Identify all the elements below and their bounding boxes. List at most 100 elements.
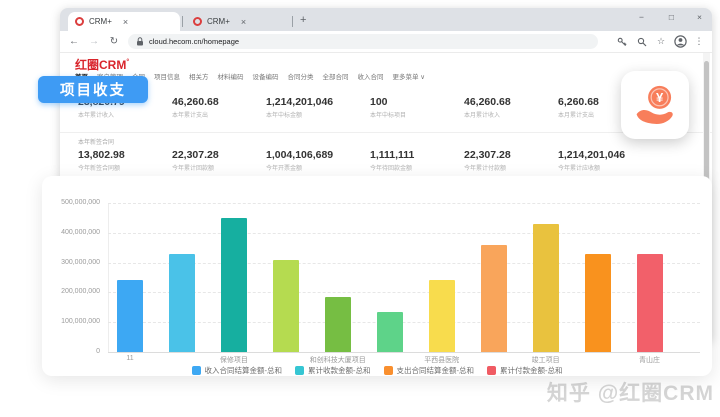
bar-2[interactable] (168, 253, 195, 352)
x-tick-label: 平西县医院 (424, 357, 460, 364)
tab-close-icon[interactable]: × (122, 16, 129, 27)
legend-label: 收入合同结算金额-总和 (204, 366, 283, 375)
gridline (108, 262, 700, 264)
nav-item-10[interactable]: 收入合同 (357, 74, 384, 81)
tab-label: CRM+ (207, 17, 230, 26)
metric-value: 46,260.68 (464, 96, 511, 108)
reload-button[interactable]: ↻ (109, 36, 119, 47)
hand-coin-card: ¥ (621, 71, 689, 139)
metric-label: 今年待回款金额 (370, 166, 413, 172)
nav-item-7[interactable]: 设备编码 (252, 74, 279, 81)
x-tick-label: 竣工项目 (531, 357, 560, 364)
zoom-icon[interactable] (632, 37, 652, 47)
minimize-button[interactable]: − (639, 12, 644, 22)
close-button[interactable]: × (697, 12, 702, 22)
metric-value: 13,802.98 (78, 149, 125, 161)
row2-metric-3: 1,004,106,689 今年开票金额 (266, 149, 370, 172)
gridline (108, 322, 700, 324)
nav-item-6[interactable]: 材料编码 (217, 74, 244, 81)
legend-swatch (487, 366, 496, 375)
y-tick-label: 500,000,000 (61, 199, 100, 206)
row2-metric-6: 1,214,201,046 今年累计应收额 (558, 149, 652, 172)
y-tick-label: 100,000,000 (61, 318, 100, 326)
metric-value: 22,307.28 (464, 149, 511, 161)
y-tick-label: 300,000,000 (61, 258, 100, 266)
legend-swatch (191, 366, 201, 375)
watermark: 知乎 @红圈CRM (546, 382, 714, 405)
metric-label: 本月累计收入 (464, 113, 501, 119)
row1-metric-3: 1,214,201,046 本年中标金额 (266, 96, 370, 119)
section-title: 本年新签合同 (78, 140, 115, 146)
metric-value: 1,004,106,689 (266, 149, 334, 161)
maximize-button[interactable]: □ (668, 12, 674, 22)
metric-value: 46,260.68 (172, 96, 219, 108)
nav-item-11[interactable]: 更多菜单 ∨ (392, 74, 426, 81)
bar-7[interactable] (428, 280, 455, 352)
tab-close-icon[interactable]: × (240, 16, 247, 27)
bar-8[interactable] (480, 244, 507, 352)
nav-item-9[interactable]: 全部合同 (322, 74, 349, 81)
metric-label: 本年累计收入 (78, 113, 115, 119)
metric-value: 22,307.28 (172, 149, 219, 161)
metrics-row-2: 13,802.98 今年新签合同额 22,307.28 今年累计回款额 1,004,10… (78, 149, 652, 172)
tab-label: CRM+ (89, 17, 112, 26)
metric-value: 1,214,201,046 (558, 149, 626, 161)
metrics-row-1: 23,820.79本年累计收入46,260.68本年累计支出1,214,201,… (78, 96, 652, 119)
x-tick-label: 和创科技大厦项目 (309, 357, 366, 364)
gridline (108, 352, 700, 353)
legend-item-2[interactable]: 累计收款金额-总和 (295, 365, 371, 376)
feature-badge: 项目收支 (38, 76, 148, 103)
metric-label: 今年开票金额 (266, 166, 303, 172)
legend-label: 累计收款金额-总和 (308, 366, 371, 375)
metric-label: 今年新签合同额 (78, 166, 121, 172)
row2-metric-2: 22,307.28 今年累计回款额 (172, 149, 266, 172)
gridline (108, 203, 700, 204)
tab-separator (182, 16, 183, 27)
bar-10[interactable] (584, 253, 611, 352)
bar-5[interactable] (324, 296, 351, 352)
menu-icon[interactable]: ⋮ (694, 36, 704, 46)
bar-11[interactable] (636, 253, 663, 352)
row2-metric-1: 13,802.98 今年新签合同额 (78, 149, 172, 172)
nav-item-4[interactable]: 项目信息 (154, 74, 180, 81)
key-icon[interactable] (612, 37, 632, 47)
y-tick-label: 200,000,000 (61, 288, 100, 296)
browser-tab-2[interactable]: CRM+ × (186, 12, 290, 31)
new-tab-button[interactable]: + (300, 14, 307, 26)
metric-label: 本年中标金额 (266, 113, 303, 119)
nav-item-5[interactable]: 相关方 (189, 74, 209, 81)
bar-4[interactable] (272, 259, 299, 352)
x-tick-label: 青山庄 (639, 357, 660, 364)
row2-metric-4: 1,111,111 今年待回款金额 (370, 149, 464, 172)
crm-favicon-icon (75, 17, 84, 26)
metric-label: 今年累计付款额 (464, 166, 507, 172)
crm-logo: 红圈CRM° (75, 58, 130, 72)
bar-1[interactable] (117, 280, 143, 352)
profile-icon[interactable] (670, 35, 690, 48)
nav-item-8[interactable]: 合同分类 (287, 74, 314, 81)
y-tick-label: 0 (96, 348, 100, 355)
legend-label: 累计付款金额-总和 (500, 366, 563, 375)
metric-value: 100 (370, 96, 388, 108)
legend-item-4[interactable]: 累计付款金额-总和 (487, 365, 563, 376)
bar-6[interactable] (376, 311, 403, 352)
bar-9[interactable] (532, 223, 559, 352)
star-icon[interactable]: ☆ (656, 36, 666, 46)
metric-label: 本月累计支出 (558, 113, 595, 119)
legend-item-3[interactable]: 支出合同结算金额-总和 (383, 365, 474, 376)
x-tick-label: 保修项目 (219, 357, 248, 364)
back-button[interactable]: ← (69, 36, 79, 47)
bar-chart-card: 500,000,000 400,000,000 300,000,000 200,000… (42, 176, 712, 376)
browser-tab-1[interactable]: CRM+ × (68, 12, 180, 31)
chart-legend: 收入合同结算金额-总和 累计收款金额-总和 支出合同结算金额-总和 累计付款金额-总和 (42, 365, 712, 376)
divider (60, 132, 712, 133)
y-axis-line (108, 203, 109, 352)
url-field[interactable]: cloud.hecom.cn/homepage (128, 34, 598, 49)
row2-metric-5: 22,307.28 今年累计付款额 (464, 149, 558, 172)
url-text: cloud.hecom.cn/homepage (149, 37, 240, 46)
metric-value: 1,214,201,046 (266, 96, 334, 108)
legend-item-1[interactable]: 收入合同结算金额-总和 (191, 365, 283, 376)
bar-3[interactable] (220, 217, 247, 352)
scrollbar-thumb[interactable] (704, 61, 709, 186)
forward-button[interactable]: → (89, 36, 99, 47)
